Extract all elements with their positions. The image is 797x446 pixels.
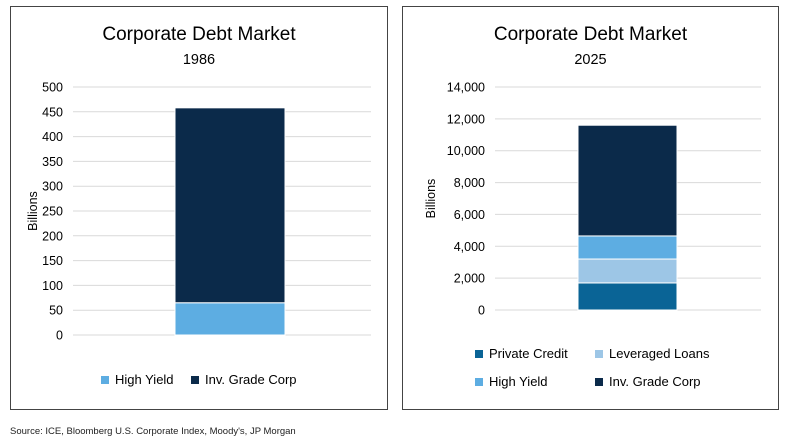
bar-segment-high-yield — [577, 235, 678, 260]
chart-title: Corporate Debt Market — [494, 24, 688, 45]
y-tick-label: 4,000 — [454, 240, 485, 254]
legend-label: High Yield — [489, 374, 548, 389]
y-tick-label: 150 — [42, 254, 63, 268]
source-note: Source: ICE, Bloomberg U.S. Corporate In… — [10, 426, 296, 437]
y-tick-label: 6,000 — [454, 208, 485, 222]
bar-segment-inv-grade-corp — [577, 124, 678, 237]
y-tick-label: 12,000 — [447, 112, 485, 126]
bar-segment-inv-grade-corp — [174, 107, 286, 304]
legend-label: Inv. Grade Corp — [205, 372, 297, 387]
bar-segment-private-credit — [577, 282, 678, 311]
legend-swatch — [475, 350, 483, 358]
chart-subtitle: 1986 — [183, 52, 215, 68]
legend-label: Private Credit — [489, 346, 568, 361]
y-tick-label: 350 — [42, 155, 63, 169]
legend-label: High Yield — [115, 372, 174, 387]
bar-segment-high-yield — [174, 302, 286, 336]
y-tick-label: 250 — [42, 205, 63, 219]
y-tick-label: 0 — [478, 304, 485, 318]
chart-panel-1986: Corporate Debt Market 1986 0 50 100 150 200 250… — [10, 6, 388, 410]
chart-2025: Corporate Debt Market 2025 0 2,000 4,000 6,00… — [424, 24, 761, 389]
y-axis-label: Billions — [26, 191, 40, 231]
y-tick-label: 14,000 — [447, 81, 485, 95]
y-tick-label: 2,000 — [454, 272, 485, 286]
legend-swatch — [191, 376, 199, 384]
y-tick-label: 450 — [42, 105, 63, 119]
chart-1986: Corporate Debt Market 1986 0 50 100 150 200 250… — [26, 24, 371, 387]
y-tick-label: 500 — [42, 81, 63, 95]
legend-label: Leveraged Loans — [609, 346, 710, 361]
y-tick-label: 0 — [56, 329, 63, 343]
legend-swatch — [475, 378, 483, 386]
chart-subtitle: 2025 — [574, 52, 606, 68]
y-axis-label: Billions — [424, 179, 438, 219]
legend-label: Inv. Grade Corp — [609, 374, 701, 389]
y-tick-label: 200 — [42, 229, 63, 243]
chart-title: Corporate Debt Market — [102, 24, 296, 45]
legend-swatch — [101, 376, 109, 384]
y-tick-label: 50 — [49, 304, 63, 318]
legend-swatch — [595, 350, 603, 358]
bar-segment-leveraged-loans — [577, 258, 678, 284]
y-tick-label: 300 — [42, 180, 63, 194]
y-tick-label: 400 — [42, 130, 63, 144]
y-tick-label: 100 — [42, 279, 63, 293]
legend-swatch — [595, 378, 603, 386]
y-tick-label: 10,000 — [447, 144, 485, 158]
y-tick-label: 8,000 — [454, 176, 485, 190]
chart-panel-2025: Corporate Debt Market 2025 0 2,000 4,000 6,00… — [402, 6, 779, 410]
